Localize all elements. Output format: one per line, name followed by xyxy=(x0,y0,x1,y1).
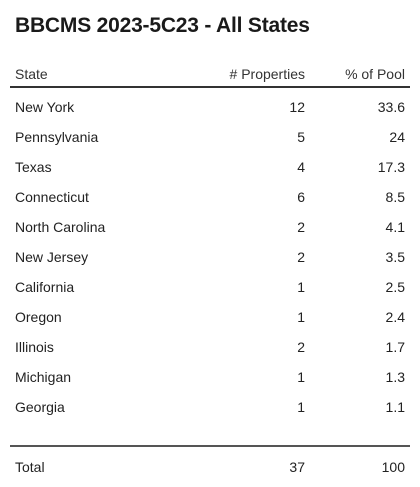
cell-pool: 17.3 xyxy=(377,159,405,175)
total-divider xyxy=(10,445,410,447)
states-table: State # Properties % of Pool New York 12 3… xyxy=(10,62,410,422)
cell-properties: 1 xyxy=(297,279,305,295)
cell-state: Connecticut xyxy=(15,189,89,205)
cell-properties: 6 xyxy=(297,189,305,205)
cell-state: New Jersey xyxy=(15,249,89,265)
table-row: Pennsylvania 5 24 xyxy=(10,122,410,152)
cell-pool: 4.1 xyxy=(385,219,405,235)
cell-pool: 1.7 xyxy=(385,339,405,355)
cell-state: Georgia xyxy=(15,399,65,415)
cell-pool: 1.1 xyxy=(385,399,405,415)
cell-properties: 5 xyxy=(297,129,305,145)
cell-properties: 2 xyxy=(297,219,305,235)
cell-state: Pennsylvania xyxy=(15,129,99,145)
cell-pool: 8.5 xyxy=(385,189,405,205)
column-header-pool: % of Pool xyxy=(345,66,405,82)
table-row: Oregon 1 2.4 xyxy=(10,302,410,332)
cell-properties: 1 xyxy=(297,399,305,415)
cell-properties: 1 xyxy=(297,309,305,325)
cell-properties: 2 xyxy=(297,339,305,355)
table-row: Illinois 2 1.7 xyxy=(10,332,410,362)
column-header-state: State xyxy=(15,66,48,82)
table-row: New Jersey 2 3.5 xyxy=(10,242,410,272)
table-row: California 1 2.5 xyxy=(10,272,410,302)
cell-state: Texas xyxy=(15,159,52,175)
cell-pool: 2.4 xyxy=(385,309,405,325)
table-row: New York 12 33.6 xyxy=(10,92,410,122)
cell-properties: 12 xyxy=(289,99,305,115)
table-row: Michigan 1 1.3 xyxy=(10,362,410,392)
cell-properties: 2 xyxy=(297,249,305,265)
table-row: Georgia 1 1.1 xyxy=(10,392,410,422)
table-row: Connecticut 6 8.5 xyxy=(10,182,410,212)
column-header-properties: # Properties xyxy=(229,66,305,82)
cell-state: North Carolina xyxy=(15,219,106,235)
table-header: State # Properties % of Pool xyxy=(10,62,410,88)
page-title: BBCMS 2023-5C23 - All States xyxy=(15,14,310,37)
cell-pool: 33.6 xyxy=(377,99,405,115)
cell-pool: 2.5 xyxy=(385,279,405,295)
total-row: Total 37 100 xyxy=(10,452,410,482)
cell-pool: 1.3 xyxy=(385,369,405,385)
cell-state: Oregon xyxy=(15,309,62,325)
table-row: Texas 4 17.3 xyxy=(10,152,410,182)
cell-state: New York xyxy=(15,99,75,115)
table-row: North Carolina 2 4.1 xyxy=(10,212,410,242)
cell-state: California xyxy=(15,279,75,295)
total-label: Total xyxy=(15,459,45,475)
total-pool: 100 xyxy=(381,459,405,475)
cell-state: Michigan xyxy=(15,369,72,385)
table-body: New York 12 33.6 Pennsylvania 5 24 Texas 4 17.3 C… xyxy=(10,88,410,422)
total-properties: 37 xyxy=(289,459,305,475)
cell-properties: 1 xyxy=(297,369,305,385)
cell-state: Illinois xyxy=(15,339,54,355)
cell-properties: 4 xyxy=(297,159,305,175)
cell-pool: 24 xyxy=(389,129,405,145)
cell-pool: 3.5 xyxy=(385,249,405,265)
